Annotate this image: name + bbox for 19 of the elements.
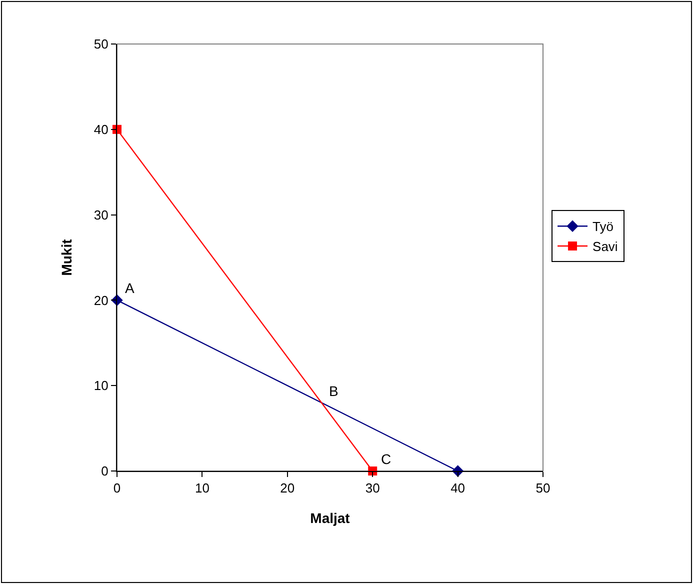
y-tick-label: 40 [94, 122, 108, 137]
y-tick-label: 20 [94, 292, 108, 308]
x-tick-label: 0 [113, 480, 121, 496]
x-tick-label: 20 [280, 480, 295, 496]
y-tick-label: 50 [94, 36, 108, 52]
x-tick-label: 50 [536, 480, 550, 496]
annotation: B [329, 383, 338, 399]
y-axis-title: Mukit [58, 238, 75, 276]
legend-label: Savi [592, 239, 618, 254]
annotation: A [125, 280, 135, 296]
legend-label: Työ [592, 219, 614, 234]
x-axis-title: Maljat [310, 510, 350, 526]
y-tick-label: 0 [101, 464, 108, 479]
annotation: C [381, 451, 392, 467]
y-tick-label: 10 [94, 378, 108, 394]
x-tick-label: 10 [194, 480, 210, 496]
x-tick-label: 30 [365, 480, 380, 496]
x-tick-label: 40 [450, 480, 466, 496]
y-tick-label: 30 [94, 207, 108, 222]
